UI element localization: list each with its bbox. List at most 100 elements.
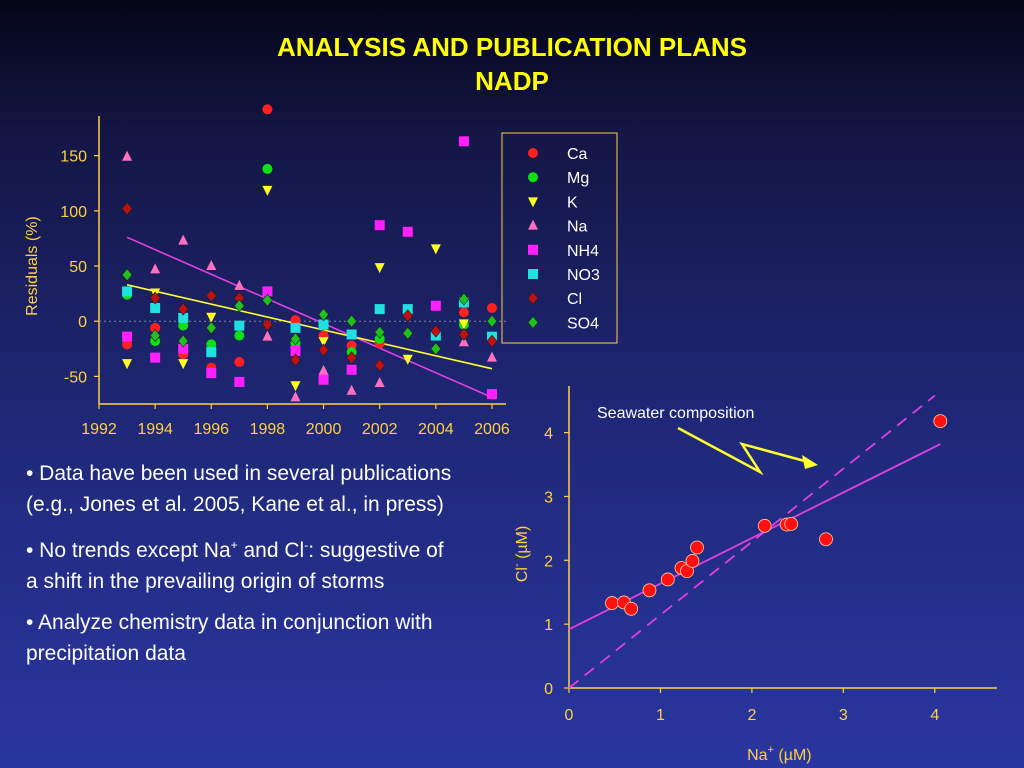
legend-box [501, 132, 618, 344]
legend-marker-cl [527, 291, 539, 305]
na-cl-fit-line [568, 443, 941, 631]
na-cl-y-label-sup: - [511, 563, 523, 567]
point-na [318, 364, 329, 375]
point-so4 [430, 342, 442, 356]
point-nh4 [178, 343, 189, 354]
na-cl-x-tick-label: 4 [930, 707, 939, 724]
na-cl-point [784, 517, 799, 531]
bullet-trends-post: : suggestive of a shift in the prevailin… [26, 539, 444, 593]
point-so4 [149, 329, 161, 343]
na-cl-x-tick-label: 2 [747, 707, 756, 724]
na-cl-x-tick-label: 0 [565, 707, 574, 724]
point-na [178, 234, 189, 245]
trend-line-na [126, 236, 493, 399]
bullet-trends-mid: and Cl [237, 539, 305, 562]
point-ca [486, 302, 497, 313]
legend-label-na: Na [567, 219, 588, 236]
na-cl-point [605, 596, 619, 610]
point-no3 [374, 304, 385, 315]
point-k [402, 354, 413, 365]
point-no3 [346, 329, 357, 340]
legend-label-ca: Ca [567, 146, 588, 163]
point-na [234, 279, 245, 290]
residuals-y-tick-label: -50 [64, 369, 87, 386]
point-so4 [290, 332, 301, 346]
point-ca [290, 315, 301, 326]
residuals-y-tick-label: 150 [60, 149, 87, 166]
legend-marker-k [528, 197, 538, 208]
bullet-publications: • Data have been used in several publica… [26, 462, 452, 516]
point-cl [318, 343, 329, 357]
point-cl [121, 202, 133, 216]
legend-label-cl: Cl [567, 291, 582, 308]
point-so4 [262, 293, 273, 307]
point-k [290, 381, 301, 392]
slide-title: ANALYSIS AND PUBLICATION PLANS NADP [0, 30, 1024, 98]
legend-marker-ca [528, 148, 538, 158]
na-cl-x-label-prefix: Na [747, 747, 768, 764]
point-no3 [206, 347, 217, 358]
point-nh4 [262, 286, 273, 297]
residuals-x-tick-label: 2002 [362, 421, 398, 438]
point-k [318, 337, 329, 348]
point-mg [234, 330, 245, 341]
point-ca [458, 307, 469, 318]
bullet-analyze: • Analyze chemistry data in conjunction … [26, 611, 433, 665]
title-line-2: NADP [475, 66, 549, 96]
point-so4 [121, 268, 133, 282]
point-no3 [290, 322, 301, 333]
point-so4 [177, 334, 189, 348]
point-ca [234, 357, 245, 368]
residuals-x-tick-label: 1996 [193, 421, 229, 438]
na-cl-x-label-suffix: (µM) [774, 747, 812, 764]
point-k [430, 244, 441, 255]
na-cl-point [642, 583, 657, 598]
residuals-y-axis-label: Residuals (%) [24, 216, 41, 316]
legend-marker-mg [528, 172, 538, 183]
residuals-y-tick-label: 100 [60, 204, 87, 221]
point-cl [149, 291, 161, 305]
bullet-list: • Data have been used in several publica… [26, 458, 456, 679]
bullet-trends-pre: • No trends except Na [26, 539, 231, 562]
legend-label-so4: SO4 [567, 315, 599, 332]
residuals-x-tick-label: 2004 [418, 421, 454, 438]
point-no3 [178, 312, 189, 323]
seawater-annotation-arrowhead [802, 455, 818, 469]
point-so4 [458, 292, 470, 306]
point-no3 [234, 320, 245, 331]
na-cl-x-tick-label: 1 [656, 707, 665, 724]
point-na [346, 384, 357, 395]
na-cl-y-tick-label: 0 [544, 681, 553, 698]
point-na [486, 351, 497, 362]
point-so4 [318, 308, 329, 322]
legend-marker-no3 [528, 269, 538, 279]
point-nh4 [430, 300, 441, 311]
legend-label-k: K [567, 194, 578, 211]
na-cl-x-tick-label: 3 [839, 707, 848, 724]
point-cl [290, 353, 301, 367]
point-na [122, 150, 133, 161]
point-no3 [150, 302, 161, 313]
seawater-annotation-arrow [677, 426, 813, 476]
point-nh4 [122, 331, 133, 342]
point-no3 [318, 319, 329, 330]
legend-marker-nh4 [528, 244, 538, 255]
residuals-x-tick-label: 1994 [137, 421, 173, 438]
na-cl-point [624, 601, 639, 616]
na-cl-y-axis-label: Cl- (µM) [511, 526, 531, 582]
point-cl [430, 324, 442, 338]
title-line-1: ANALYSIS AND PUBLICATION PLANS [277, 32, 747, 62]
point-cl [346, 351, 358, 365]
bullet-trends-sup2: - [304, 538, 309, 552]
point-ca [262, 104, 273, 115]
point-so4 [402, 326, 414, 340]
point-nh4 [234, 376, 245, 387]
point-so4 [486, 314, 498, 328]
point-so4 [233, 299, 245, 313]
point-mg [178, 320, 189, 331]
point-k [178, 359, 189, 370]
seawater-line [568, 394, 936, 689]
point-nh4 [402, 226, 413, 237]
point-no3 [402, 304, 413, 315]
